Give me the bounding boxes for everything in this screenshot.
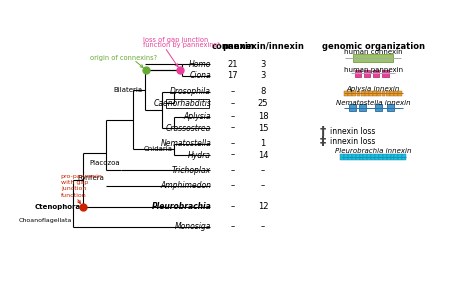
Text: –: –	[231, 139, 235, 148]
Text: Cnidaria: Cnidaria	[144, 146, 173, 152]
Text: innexin loss: innexin loss	[330, 137, 376, 147]
FancyBboxPatch shape	[373, 91, 377, 96]
Text: Pleurobrachia innexin: Pleurobrachia innexin	[335, 148, 411, 154]
Text: –: –	[261, 222, 265, 231]
Text: genomic organization: genomic organization	[322, 42, 425, 51]
Text: –: –	[231, 222, 235, 231]
Text: function by pannexins*: function by pannexins*	[143, 42, 220, 48]
Text: Homo: Homo	[189, 60, 211, 69]
FancyBboxPatch shape	[402, 154, 406, 160]
FancyBboxPatch shape	[379, 154, 383, 160]
FancyBboxPatch shape	[344, 154, 348, 160]
Text: 17: 17	[228, 71, 238, 80]
Text: human connexin: human connexin	[344, 49, 402, 55]
FancyBboxPatch shape	[353, 54, 393, 62]
Text: Bilateria: Bilateria	[114, 87, 143, 93]
Text: –: –	[231, 202, 235, 211]
FancyBboxPatch shape	[387, 104, 394, 111]
Text: Nematostella: Nematostella	[160, 139, 211, 148]
Text: Aplysia: Aplysia	[183, 112, 211, 121]
FancyBboxPatch shape	[375, 104, 382, 111]
Text: Amphimedon: Amphimedon	[160, 181, 211, 190]
Text: 15: 15	[258, 124, 268, 133]
Text: –: –	[261, 166, 265, 175]
Text: Ctenophora: Ctenophora	[35, 204, 81, 210]
Text: †: †	[319, 125, 326, 138]
Text: –: –	[231, 124, 235, 133]
Text: ‡: ‡	[319, 136, 326, 148]
Text: 14: 14	[258, 150, 268, 160]
Text: 18: 18	[258, 112, 268, 121]
Text: Placozoa: Placozoa	[89, 160, 120, 166]
FancyBboxPatch shape	[369, 91, 373, 96]
Text: human pannexin: human pannexin	[344, 67, 403, 73]
Text: origin of connexins?: origin of connexins?	[90, 55, 157, 61]
Text: –: –	[231, 99, 235, 108]
Text: Crassostrea: Crassostrea	[166, 124, 211, 133]
FancyBboxPatch shape	[386, 91, 390, 96]
FancyBboxPatch shape	[373, 70, 379, 77]
Text: Hydra: Hydra	[188, 150, 211, 160]
FancyBboxPatch shape	[352, 154, 356, 160]
FancyBboxPatch shape	[390, 91, 394, 96]
Text: 1: 1	[260, 139, 266, 148]
FancyBboxPatch shape	[367, 154, 371, 160]
FancyBboxPatch shape	[394, 91, 398, 96]
FancyBboxPatch shape	[348, 154, 352, 160]
FancyBboxPatch shape	[356, 91, 360, 96]
FancyBboxPatch shape	[387, 154, 391, 160]
FancyBboxPatch shape	[383, 154, 387, 160]
Text: –: –	[261, 181, 265, 190]
Text: 25: 25	[258, 99, 268, 108]
Text: connexin: connexin	[211, 42, 254, 51]
FancyBboxPatch shape	[365, 91, 369, 96]
Text: 3: 3	[260, 71, 266, 80]
Text: –: –	[231, 150, 235, 160]
Text: –: –	[231, 88, 235, 96]
Text: pannexin/innexin: pannexin/innexin	[222, 42, 304, 51]
FancyBboxPatch shape	[360, 154, 364, 160]
FancyBboxPatch shape	[364, 154, 367, 160]
FancyBboxPatch shape	[398, 154, 402, 160]
FancyBboxPatch shape	[383, 70, 389, 77]
FancyBboxPatch shape	[340, 154, 344, 160]
Text: –: –	[231, 112, 235, 121]
FancyBboxPatch shape	[377, 91, 381, 96]
FancyBboxPatch shape	[371, 154, 375, 160]
Text: Pleurobrachia: Pleurobrachia	[151, 202, 211, 211]
Text: Aplysia innexin: Aplysia innexin	[346, 86, 400, 92]
FancyBboxPatch shape	[355, 70, 361, 77]
FancyBboxPatch shape	[375, 154, 379, 160]
Text: Monosiga: Monosiga	[175, 222, 211, 231]
Text: Nematostella innexin: Nematostella innexin	[336, 100, 410, 106]
FancyBboxPatch shape	[361, 91, 365, 96]
FancyBboxPatch shape	[349, 104, 356, 111]
Text: Ciona: Ciona	[190, 71, 211, 80]
FancyBboxPatch shape	[344, 91, 348, 96]
Text: Trichoplax: Trichoplax	[172, 166, 211, 175]
Text: loss of gap junction: loss of gap junction	[143, 37, 208, 43]
FancyBboxPatch shape	[391, 154, 394, 160]
FancyBboxPatch shape	[359, 104, 366, 111]
Text: 21: 21	[228, 60, 238, 69]
Text: 12: 12	[258, 202, 268, 211]
FancyBboxPatch shape	[356, 154, 360, 160]
Text: innexin loss: innexin loss	[330, 127, 376, 136]
FancyBboxPatch shape	[364, 70, 370, 77]
Text: Drosophila: Drosophila	[170, 88, 211, 96]
Text: Caenorhabditis: Caenorhabditis	[153, 99, 211, 108]
FancyBboxPatch shape	[348, 91, 352, 96]
Text: 3: 3	[260, 60, 266, 69]
FancyBboxPatch shape	[394, 154, 398, 160]
Text: –: –	[231, 181, 235, 190]
Text: –: –	[231, 166, 235, 175]
FancyBboxPatch shape	[352, 91, 356, 96]
FancyBboxPatch shape	[398, 91, 402, 96]
Text: 8: 8	[260, 88, 266, 96]
Text: pro-pannexin
with gap
junction
function: pro-pannexin with gap junction function	[61, 174, 103, 198]
Text: Choanoflagellata: Choanoflagellata	[18, 218, 72, 223]
FancyBboxPatch shape	[382, 91, 385, 96]
Text: Porifera: Porifera	[77, 175, 104, 181]
